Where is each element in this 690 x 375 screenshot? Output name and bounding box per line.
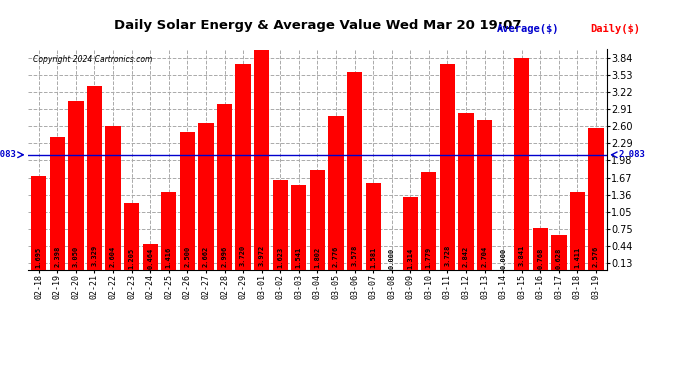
Bar: [161, 192, 177, 270]
Text: 0.464: 0.464: [147, 248, 153, 270]
Text: 0.000: 0.000: [500, 248, 506, 269]
Text: 1.541: 1.541: [296, 247, 302, 268]
Text: 2.776: 2.776: [333, 246, 339, 267]
Bar: [551, 235, 566, 270]
Text: 0.628: 0.628: [556, 248, 562, 269]
Text: 1.314: 1.314: [407, 247, 413, 268]
Text: 2.996: 2.996: [221, 245, 228, 267]
Bar: [514, 57, 529, 270]
Text: 1.802: 1.802: [315, 247, 320, 268]
Text: Copyright 2024 Cartronics.com: Copyright 2024 Cartronics.com: [33, 56, 152, 64]
Bar: [124, 203, 139, 270]
Text: 2.842: 2.842: [463, 246, 469, 267]
Text: Daily Solar Energy & Average Value Wed Mar 20 19:07: Daily Solar Energy & Average Value Wed M…: [114, 19, 521, 32]
Text: 3.841: 3.841: [519, 244, 525, 266]
Text: 0.000: 0.000: [388, 248, 395, 269]
Bar: [254, 50, 269, 270]
Text: 1.695: 1.695: [36, 247, 42, 268]
Text: 2.604: 2.604: [110, 246, 116, 267]
Bar: [179, 132, 195, 270]
Bar: [310, 170, 325, 270]
Bar: [347, 72, 362, 270]
Bar: [235, 64, 250, 270]
Bar: [477, 120, 492, 270]
Bar: [366, 183, 381, 270]
Text: 0.768: 0.768: [538, 248, 543, 269]
Bar: [198, 123, 214, 270]
Bar: [31, 176, 46, 270]
Text: 1.581: 1.581: [370, 247, 376, 268]
Text: 3.972: 3.972: [259, 244, 265, 266]
Text: 2.500: 2.500: [184, 246, 190, 267]
Bar: [106, 126, 121, 270]
Text: Average($): Average($): [497, 24, 560, 34]
Text: 3.050: 3.050: [73, 245, 79, 267]
Text: 1.416: 1.416: [166, 247, 172, 268]
Text: 1.205: 1.205: [128, 248, 135, 268]
Text: 1.779: 1.779: [426, 247, 432, 268]
Bar: [273, 180, 288, 270]
Bar: [533, 228, 548, 270]
Text: Daily($): Daily($): [590, 24, 640, 34]
Bar: [421, 172, 437, 270]
Text: 1.623: 1.623: [277, 247, 284, 268]
Text: 3.578: 3.578: [351, 245, 357, 266]
Text: 2.576: 2.576: [593, 246, 599, 267]
Text: 3.720: 3.720: [240, 244, 246, 266]
Text: 3.329: 3.329: [92, 245, 97, 266]
Bar: [570, 192, 585, 270]
Bar: [291, 185, 306, 270]
Text: 3.728: 3.728: [444, 244, 451, 266]
Bar: [217, 104, 232, 270]
Text: 2.083: 2.083: [0, 150, 16, 159]
Bar: [328, 117, 344, 270]
Text: 2.704: 2.704: [482, 246, 488, 267]
Bar: [87, 86, 102, 270]
Bar: [440, 64, 455, 270]
Bar: [68, 101, 83, 270]
Text: 2.083: 2.083: [619, 150, 646, 159]
Text: 2.662: 2.662: [203, 246, 209, 267]
Text: 2.398: 2.398: [55, 246, 60, 267]
Bar: [50, 137, 65, 270]
Bar: [589, 128, 604, 270]
Bar: [458, 113, 473, 270]
Bar: [143, 244, 158, 270]
Text: 1.411: 1.411: [575, 247, 580, 268]
Bar: [403, 197, 418, 270]
